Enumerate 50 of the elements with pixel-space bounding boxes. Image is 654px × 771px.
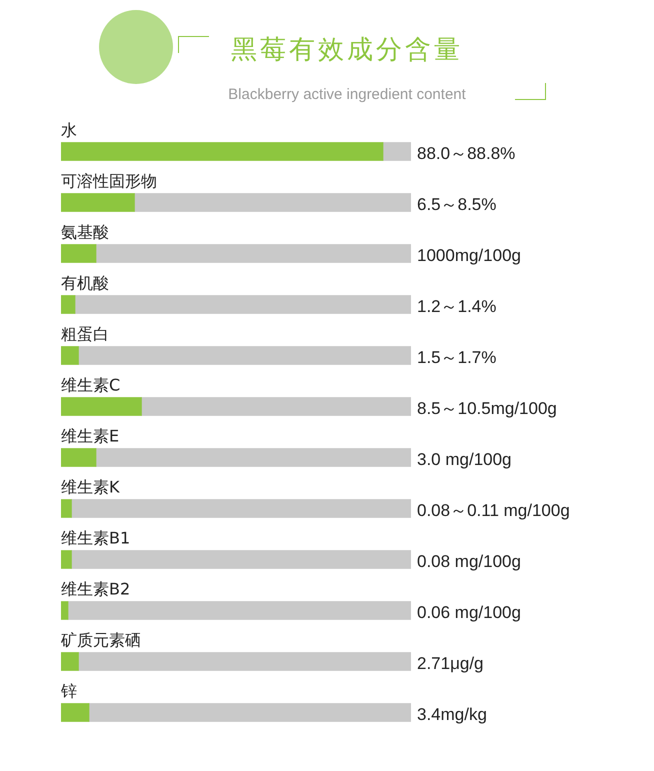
- y-tick-label: 有机酸: [61, 274, 109, 293]
- y-tick-label: 维生素E: [61, 426, 120, 446]
- bar: [61, 346, 79, 365]
- text: 8.5～10.5mg/100g: [417, 399, 557, 418]
- text: 0.06 mg/100g: [417, 603, 521, 622]
- bar: [382, 142, 411, 161]
- text: 1000mg/100g: [417, 246, 521, 266]
- y-tick-label: 锌: [60, 682, 77, 701]
- y-tick-label: 维生素K: [61, 478, 120, 497]
- y-tick-label: 维生素C: [61, 376, 120, 395]
- bar: [78, 652, 411, 671]
- text: 0.08～0.11 mg/100g: [417, 501, 570, 520]
- chart-subtitle: Blackberry active ingredient content: [227, 86, 467, 103]
- bar: [68, 601, 411, 620]
- bar: [61, 499, 72, 518]
- bar: [61, 244, 96, 263]
- bar: [61, 448, 96, 467]
- text: 3.4mg/kg: [417, 705, 487, 724]
- text: 2.71μg/g: [417, 654, 484, 674]
- y-tick-label: 维生素B2: [61, 580, 130, 599]
- bar: [61, 397, 142, 416]
- chart-title: 黑莓有效成分含量: [230, 34, 464, 67]
- bar: [141, 397, 411, 416]
- bar: [61, 193, 135, 212]
- y-tick-label: 粗蛋白: [61, 324, 109, 344]
- y-tick-label: 水: [61, 120, 77, 140]
- bar: [71, 499, 411, 518]
- bar: [71, 550, 411, 569]
- bar: [61, 295, 76, 314]
- bar: [88, 703, 411, 722]
- text: 1.2～1.4%: [417, 297, 496, 316]
- y-tick-label: 氨基酸: [61, 222, 109, 242]
- bar: [61, 142, 384, 161]
- bar: [61, 652, 79, 671]
- y-tick-label: 矿质元素硒: [60, 630, 141, 650]
- bar: [61, 550, 72, 569]
- y-tick-label: 可溶性固形物: [61, 172, 157, 191]
- bar: [96, 448, 411, 467]
- text: 88.0～88.8%: [417, 144, 516, 164]
- bar: [78, 346, 411, 365]
- bar: [134, 193, 411, 212]
- text: 6.5～8.5%: [417, 195, 496, 214]
- bar: [61, 601, 68, 620]
- bar: [61, 703, 90, 722]
- bar: [96, 244, 411, 263]
- bar: [74, 295, 411, 314]
- y-tick-label: 维生素B1: [61, 528, 130, 548]
- text: 1.5～1.7%: [417, 348, 496, 368]
- text: 0.08 mg/100g: [417, 552, 521, 572]
- text: 3.0 mg/100g: [417, 450, 512, 470]
